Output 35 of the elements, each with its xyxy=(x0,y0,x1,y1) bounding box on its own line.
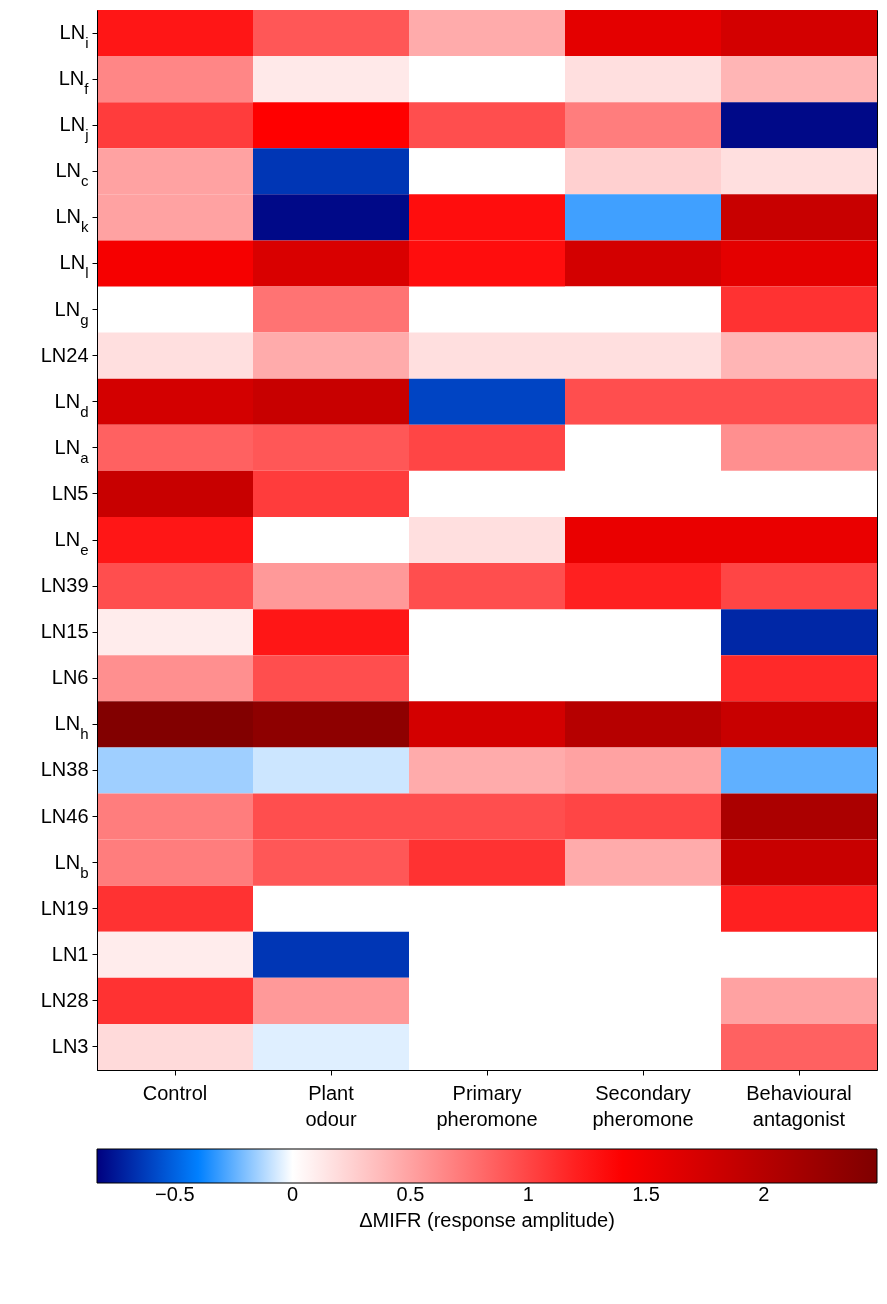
y-tick-label: LN3 xyxy=(51,1034,89,1057)
y-tick-label: LN$_{i}$ xyxy=(59,21,89,51)
color-bar-label: 2 xyxy=(758,1183,770,1205)
y-tick-label: LN6 xyxy=(51,666,89,689)
x-tick-label: Behavioural antagonist xyxy=(746,1081,852,1130)
color-bar-label: 0.5 xyxy=(396,1183,425,1205)
y-tick-label: LN5 xyxy=(51,481,89,504)
y-tick-label: LN15 xyxy=(40,620,89,643)
y-tick-label: LN24 xyxy=(40,343,89,366)
y-tick-label: LN1 xyxy=(51,942,89,965)
y-tick-label: LN$_{g}$ xyxy=(54,297,89,328)
color-bar-label: 1.5 xyxy=(632,1183,660,1205)
y-tick-label: LN38 xyxy=(40,758,89,781)
y-tick-label: LN$_{e}$ xyxy=(54,528,89,558)
y-tick-label: LN$_{l}$ xyxy=(59,251,89,281)
x-tick-label: Plant odour xyxy=(305,1081,357,1130)
y-tick-label: LN28 xyxy=(40,988,89,1011)
x-tick-label: Secondary pheromone xyxy=(592,1081,694,1130)
color-bar-label: 1 xyxy=(522,1183,534,1205)
y-tick-label: LN$_{b}$ xyxy=(54,850,89,881)
x-tick-label: Primary pheromone xyxy=(436,1081,538,1130)
y-tick-label: LN$_{a}$ xyxy=(54,435,90,466)
y-tick-label: LN$_{c}$ xyxy=(55,159,89,189)
color-bar-title: ΔMIFR (response amplitude) xyxy=(359,1209,615,1231)
y-tick-label: LN$_{h}$ xyxy=(54,712,89,742)
y-tick-label: LN$_{d}$ xyxy=(54,389,89,420)
y-tick-label: LN46 xyxy=(40,804,89,827)
color-bar-label: −0.5 xyxy=(155,1183,195,1205)
y-tick-label: LN$_{j}$ xyxy=(59,113,89,143)
x-tick-label: Control xyxy=(142,1081,208,1104)
y-tick-label: LN39 xyxy=(40,574,89,597)
y-tick-label: LN$_{k}$ xyxy=(55,205,89,235)
y-tick-label: LN$_{f}$ xyxy=(58,67,90,97)
y-tick-label: LN19 xyxy=(40,896,89,919)
color-bar-label: 0 xyxy=(287,1183,299,1205)
